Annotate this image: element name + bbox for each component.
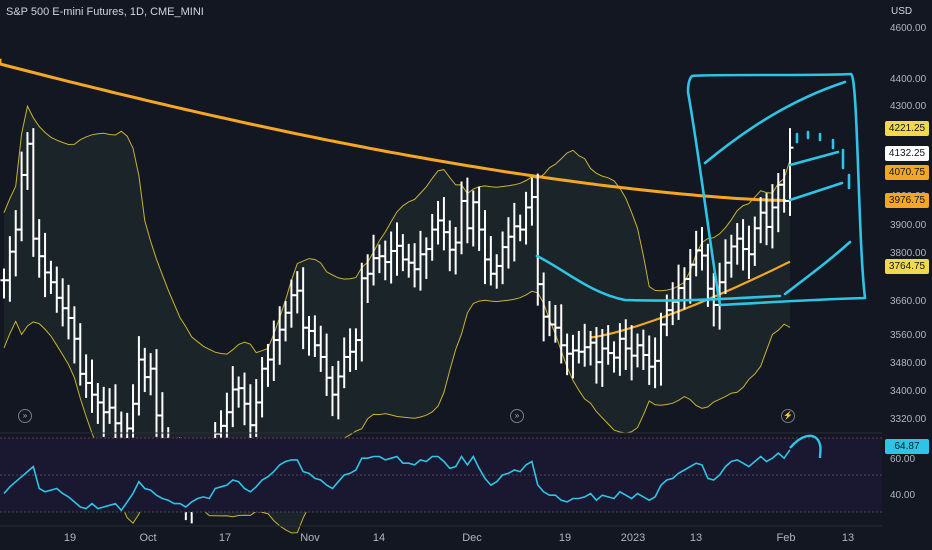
time-tick-label: 13 [842, 532, 854, 544]
time-tick-label: Feb [777, 532, 796, 544]
annotation-projection-lower [788, 181, 844, 202]
rsi-panel [0, 434, 882, 513]
time-tick-label: 2023 [621, 532, 645, 544]
price-tick-label: 3900.00 [890, 220, 927, 231]
price-tick-label: 3660.00 [890, 296, 927, 307]
rsi-tick-label: 60.00 [890, 454, 915, 465]
rsi-badge: 64.87 [885, 439, 929, 454]
time-tick-label: 14 [373, 532, 385, 544]
price-badge-ma-long: 4070.75 [885, 165, 929, 180]
price-badge-upper-band: 4221.25 [885, 121, 929, 136]
annotation-bottom-curve [535, 254, 782, 302]
price-badge-ma-short: 3976.75 [885, 193, 929, 208]
rsi-tick-label: 40.00 [890, 490, 915, 501]
price-tick-label: 4400.00 [890, 74, 927, 85]
currency-label: USD [891, 6, 913, 17]
time-tick-label: Oct [139, 532, 156, 544]
chart-title: S&P 500 E-mini Futures, 1D, CME_MINI [6, 6, 204, 18]
time-tick-label: 17 [219, 532, 231, 544]
dividend-icon[interactable]: » [510, 409, 524, 423]
time-tick-label: 13 [690, 532, 702, 544]
time-tick-label: Nov [300, 532, 320, 544]
rsi-line [3, 449, 791, 512]
rsi-annotation-arc [789, 434, 822, 459]
time-tick-label: 19 [64, 532, 76, 544]
price-tick-label: 3480.00 [890, 358, 927, 369]
bollinger-band-fill [4, 106, 790, 533]
price-tick-label: 3400.00 [890, 386, 927, 397]
price-badge-last: 4132.25 [885, 146, 929, 161]
price-tick-label: 3320.00 [890, 414, 927, 425]
time-axis[interactable]: 19 Oct 17 Nov 14 Dec 19 2023 13 Feb 13 [64, 532, 854, 544]
earnings-icon[interactable]: ⚡ [781, 409, 795, 423]
ohlc-bars [0, 128, 794, 524]
price-tick-label: 3800.00 [890, 248, 927, 259]
time-tick-label: 19 [559, 532, 571, 544]
time-tick-label: Dec [462, 532, 482, 544]
moving-average-long [0, 58, 787, 202]
price-tick-label: 4300.00 [890, 101, 927, 112]
annotation-projection-upper [788, 150, 840, 167]
price-tick-label: 4600.00 [890, 23, 927, 34]
moving-average-short [590, 260, 791, 339]
price-badge-lower-band: 3764.75 [885, 259, 929, 274]
bollinger-upper-band [3, 104, 791, 355]
annotation-ticks [795, 130, 851, 190]
annotation-box [686, 72, 867, 307]
annotation-drawings[interactable] [535, 72, 867, 307]
annotation-upper-curve [703, 80, 847, 165]
dividend-icon[interactable]: » [18, 409, 32, 423]
price-tick-label: 3560.00 [890, 330, 927, 341]
annotation-lower-curve [783, 240, 852, 296]
bollinger-lower-band [3, 290, 791, 534]
